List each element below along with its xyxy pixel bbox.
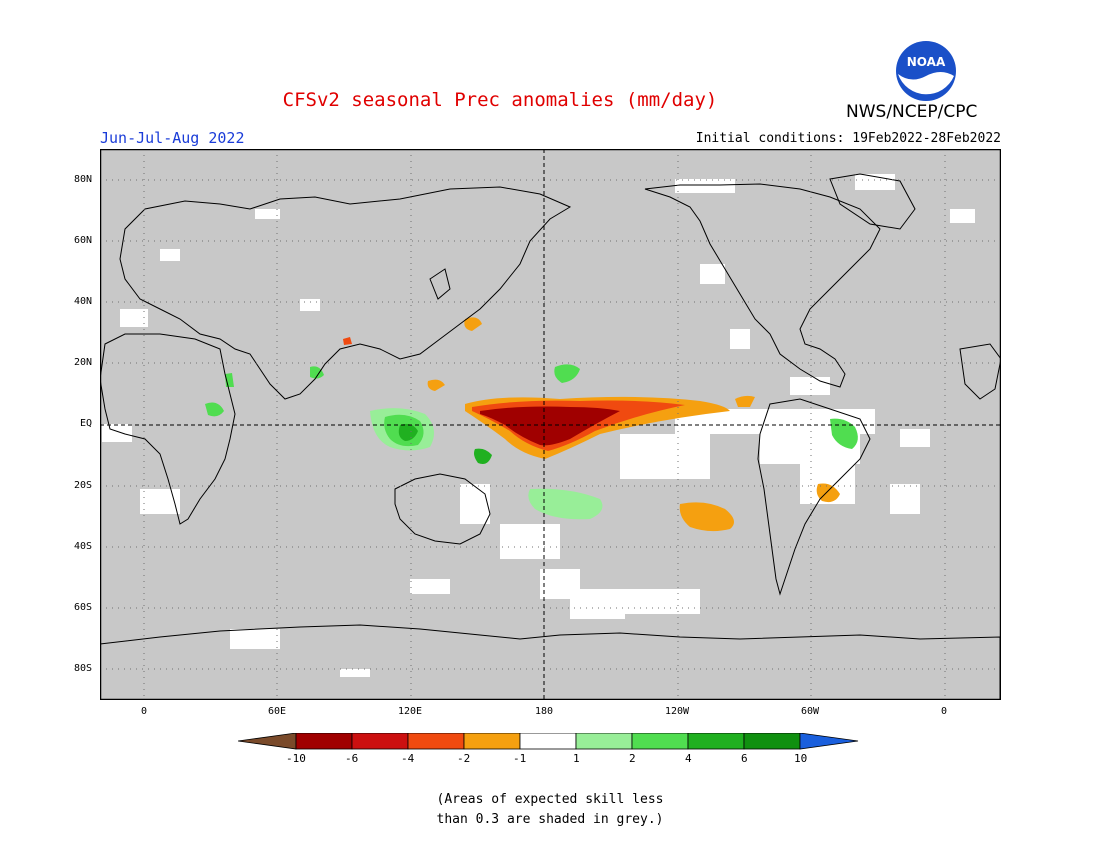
colorbar-label: -1	[513, 752, 527, 765]
colorbar-segment	[743, 733, 801, 750]
map-title: CFSv2 seasonal Prec anomalies (mm/day)	[282, 89, 718, 111]
lat-label: EQ	[80, 418, 93, 429]
lon-label: 180	[535, 706, 554, 717]
colorbar	[238, 733, 859, 750]
colorbar-label: -2	[457, 752, 471, 765]
lon-label: 0	[941, 706, 948, 717]
lat-label: 40S	[74, 541, 93, 552]
equator-dateline	[100, 149, 1001, 700]
colorbar-segment	[407, 733, 465, 750]
colorbar-segment	[519, 733, 577, 750]
lat-label: 20S	[74, 480, 93, 491]
colorbar-label: 2	[629, 752, 636, 765]
negative-anomaly-regions	[343, 317, 840, 532]
season-label: Jun-Jul-Aug 2022	[100, 129, 245, 147]
skill-note-line2: than 0.3 are shaded in grey.)	[436, 812, 664, 827]
colorbar-segment	[799, 733, 859, 750]
lat-label: 60N	[74, 235, 93, 246]
colorbar-label: 6	[741, 752, 748, 765]
colorbar-label: -10	[286, 752, 306, 765]
colorbar-segment	[631, 733, 689, 750]
graticule	[100, 149, 1001, 700]
positive-anomaly-regions	[205, 364, 858, 520]
colorbar-segment	[295, 733, 353, 750]
colorbar-label: 10	[794, 752, 808, 765]
colorbar-segment	[463, 733, 521, 750]
colorbar-segment	[575, 733, 633, 750]
lat-label: 60S	[74, 602, 93, 613]
colorbar-label: -6	[345, 752, 359, 765]
lon-label: 120W	[665, 706, 690, 717]
skill-note-line1: (Areas of expected skill less	[436, 792, 664, 807]
initial-conditions-label: Initial conditions: 19Feb2022-28Feb2022	[695, 131, 1001, 146]
noaa-logo: NOAA	[896, 41, 956, 101]
lon-label: 60W	[801, 706, 820, 717]
lon-label: 60E	[268, 706, 287, 717]
map-frame	[100, 149, 1001, 700]
lat-label: 80N	[74, 174, 93, 185]
lat-label: 80S	[74, 663, 93, 674]
lat-label: 40N	[74, 296, 93, 307]
svg-text:NOAA: NOAA	[907, 55, 946, 69]
lat-label: 20N	[74, 357, 93, 368]
colorbar-label: -4	[401, 752, 415, 765]
colorbar-segment	[687, 733, 745, 750]
world-map	[100, 149, 1001, 700]
colorbar-segment	[238, 733, 297, 750]
colorbar-label: 4	[685, 752, 692, 765]
colorbar-label: 1	[573, 752, 580, 765]
colorbar-segment	[351, 733, 409, 750]
lon-label: 120E	[398, 706, 423, 717]
lon-label: 0	[141, 706, 148, 717]
organization-label: NWS/NCEP/CPC	[846, 102, 978, 122]
